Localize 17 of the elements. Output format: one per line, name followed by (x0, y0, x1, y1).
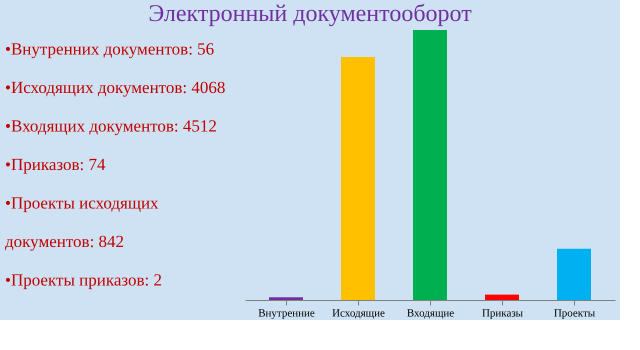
bar (269, 297, 303, 300)
text: •Входящих документов: 4512 (5, 116, 217, 136)
text: •Приказов: 74 (5, 155, 106, 174)
bar (413, 30, 447, 300)
bar (557, 248, 591, 300)
x-tick-label: Приказы (482, 308, 524, 320)
x-tick-label: Внутренние (258, 308, 315, 320)
text: •Проекты приказов: 2 (5, 270, 162, 290)
text: •Внутренних документов: 56 (5, 39, 214, 58)
x-tick-label: Исходящие (332, 308, 386, 320)
bar (485, 294, 519, 300)
bar (341, 57, 375, 300)
chart-title: Электронный документооборот (148, 1, 472, 27)
text: •Исходящих документов: 4068 (5, 78, 226, 97)
text: •Проекты исходящих документов: 842 (5, 194, 160, 252)
x-tick-label: Входящие (406, 308, 454, 320)
x-tick-label: Проекты (554, 308, 596, 320)
